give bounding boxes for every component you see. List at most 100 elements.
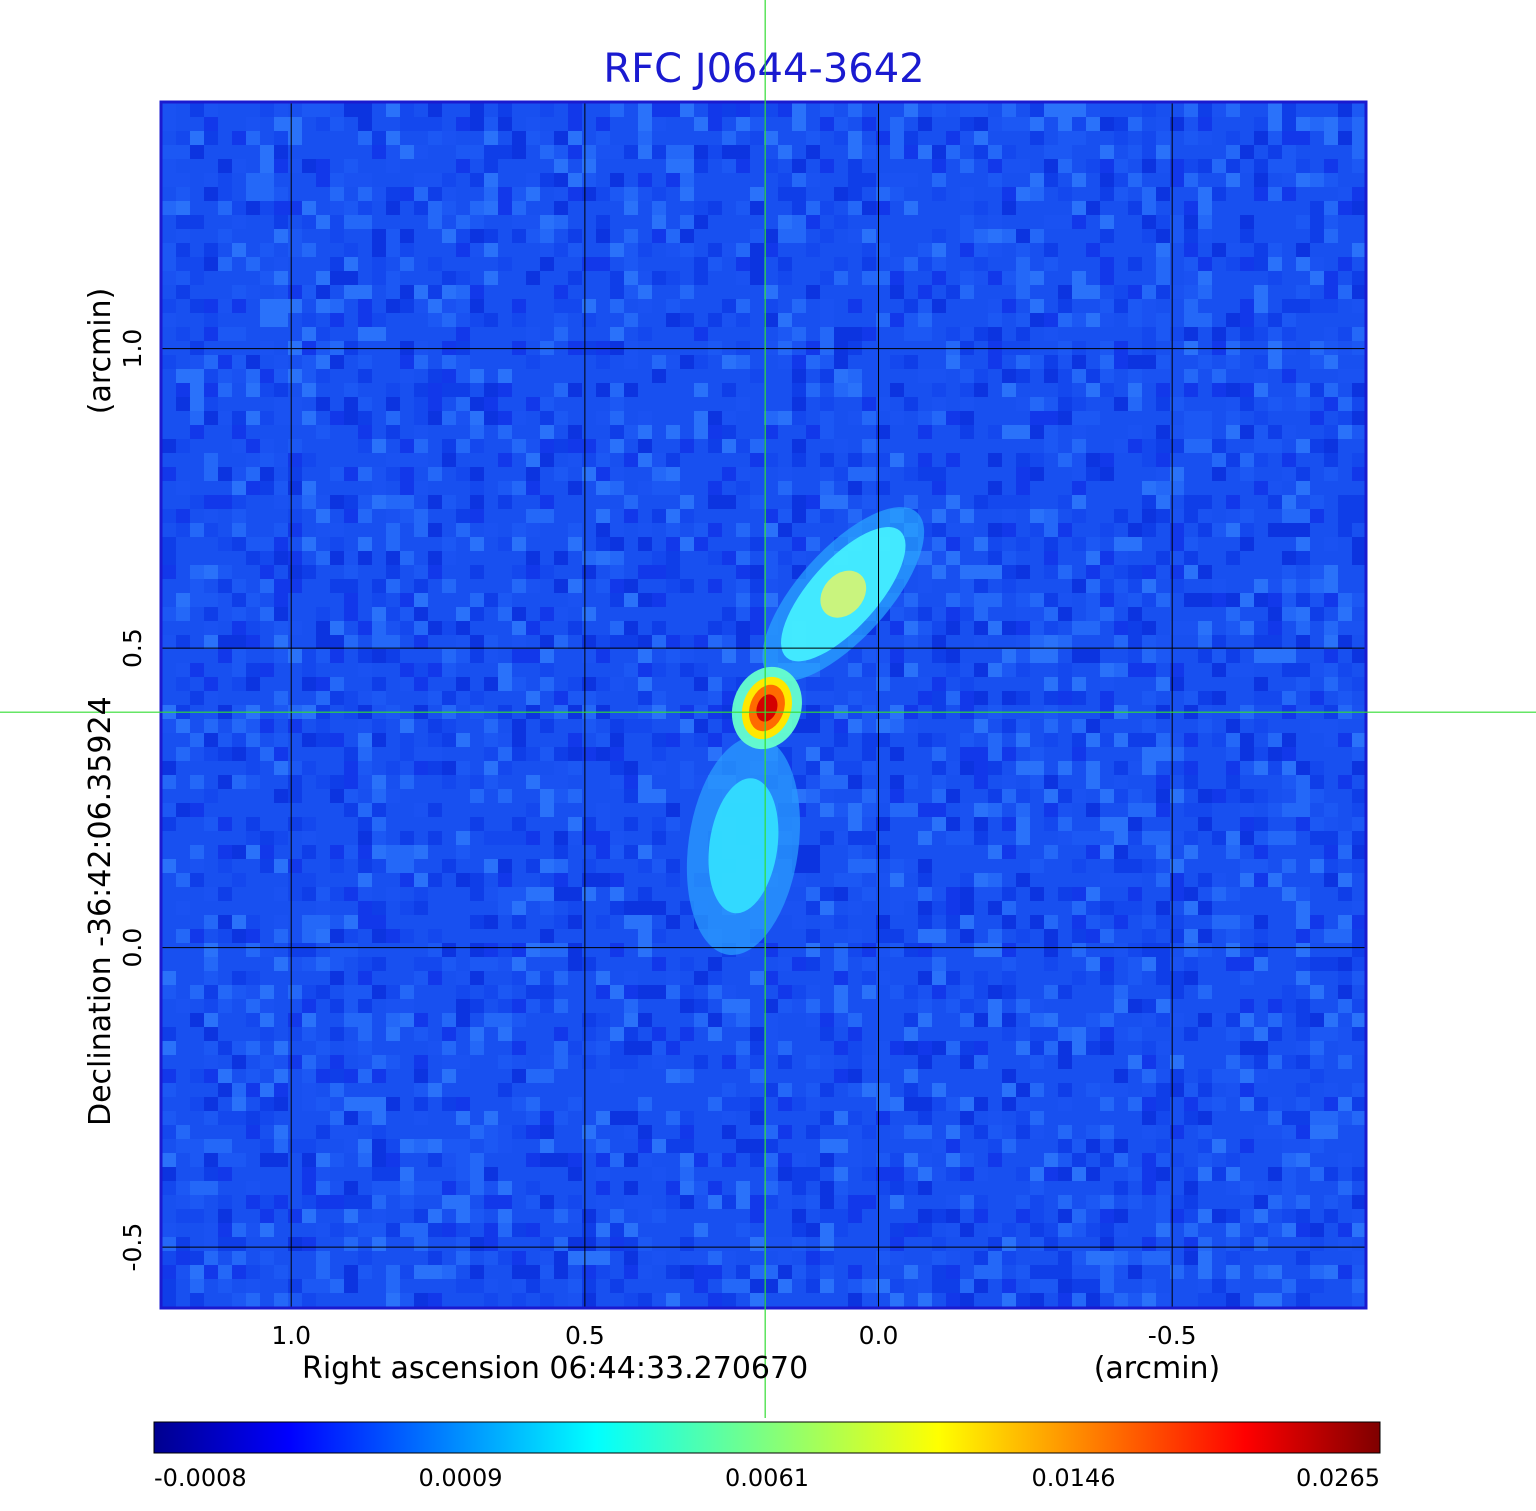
noise-cell	[1198, 215, 1212, 229]
noise-cell	[1184, 565, 1198, 579]
noise-cell	[820, 299, 834, 313]
noise-cell	[1170, 621, 1184, 635]
noise-cell	[806, 1083, 820, 1097]
noise-cell	[442, 761, 456, 775]
noise-cell	[1156, 1013, 1170, 1027]
noise-cell	[218, 635, 232, 649]
noise-cell	[890, 719, 904, 733]
noise-cell	[1198, 1139, 1212, 1153]
noise-cell	[498, 733, 512, 747]
noise-cell	[932, 1237, 946, 1251]
noise-cell	[904, 201, 918, 215]
noise-cell	[554, 761, 568, 775]
noise-cell	[1044, 635, 1058, 649]
noise-cell	[316, 1125, 330, 1139]
noise-cell	[1044, 943, 1058, 957]
noise-cell	[582, 635, 596, 649]
noise-cell	[1352, 1209, 1366, 1223]
noise-cell	[372, 1181, 386, 1195]
noise-cell	[1072, 1209, 1086, 1223]
noise-cell	[722, 1013, 736, 1027]
noise-cell	[1016, 467, 1030, 481]
noise-cell	[526, 481, 540, 495]
noise-cell	[316, 1195, 330, 1209]
noise-cell	[204, 1153, 218, 1167]
noise-cell	[1072, 649, 1086, 663]
noise-cell	[1254, 635, 1268, 649]
noise-cell	[610, 467, 624, 481]
noise-cell	[666, 1195, 680, 1209]
noise-cell	[610, 271, 624, 285]
noise-cell	[1212, 789, 1226, 803]
noise-cell	[1114, 1153, 1128, 1167]
noise-cell	[288, 579, 302, 593]
noise-cell	[428, 397, 442, 411]
noise-cell	[344, 551, 358, 565]
noise-cell	[834, 803, 848, 817]
noise-cell	[400, 481, 414, 495]
noise-cell	[624, 971, 638, 985]
noise-cell	[1016, 1265, 1030, 1279]
noise-cell	[1282, 453, 1296, 467]
noise-cell	[540, 1069, 554, 1083]
noise-cell	[792, 369, 806, 383]
noise-cell	[498, 999, 512, 1013]
noise-cell	[1142, 1069, 1156, 1083]
noise-cell	[582, 341, 596, 355]
noise-cell	[288, 131, 302, 145]
noise-cell	[218, 999, 232, 1013]
noise-cell	[302, 341, 316, 355]
noise-cell	[904, 299, 918, 313]
noise-cell	[232, 593, 246, 607]
noise-cell	[386, 635, 400, 649]
noise-cell	[1058, 411, 1072, 425]
noise-cell	[610, 173, 624, 187]
noise-cell	[624, 341, 638, 355]
noise-cell	[1338, 635, 1352, 649]
noise-cell	[358, 915, 372, 929]
noise-cell	[1254, 1041, 1268, 1055]
noise-cell	[1198, 285, 1212, 299]
noise-cell	[820, 467, 834, 481]
noise-cell	[1170, 159, 1184, 173]
noise-cell	[1184, 1251, 1198, 1265]
noise-cell	[918, 313, 932, 327]
noise-cell	[260, 1139, 274, 1153]
noise-cell	[190, 1209, 204, 1223]
noise-cell	[918, 733, 932, 747]
noise-cell	[1198, 1097, 1212, 1111]
noise-cell	[1352, 1251, 1366, 1265]
noise-cell	[750, 1069, 764, 1083]
noise-cell	[274, 1055, 288, 1069]
noise-cell	[302, 1293, 316, 1307]
noise-cell	[1324, 817, 1338, 831]
noise-cell	[512, 229, 526, 243]
noise-cell	[484, 915, 498, 929]
noise-cell	[274, 201, 288, 215]
noise-cell	[1142, 915, 1156, 929]
noise-cell	[386, 761, 400, 775]
noise-cell	[1016, 831, 1030, 845]
noise-cell	[456, 999, 470, 1013]
noise-cell	[624, 901, 638, 915]
noise-cell	[904, 103, 918, 117]
noise-cell	[820, 159, 834, 173]
noise-cell	[540, 943, 554, 957]
noise-cell	[582, 453, 596, 467]
noise-cell	[1198, 887, 1212, 901]
noise-cell	[400, 1195, 414, 1209]
noise-cell	[1170, 733, 1184, 747]
noise-cell	[806, 509, 820, 523]
noise-cell	[274, 1125, 288, 1139]
noise-cell	[400, 145, 414, 159]
noise-cell	[1016, 663, 1030, 677]
noise-cell	[918, 999, 932, 1013]
noise-cell	[1170, 117, 1184, 131]
noise-cell	[1198, 187, 1212, 201]
noise-cell	[848, 719, 862, 733]
noise-cell	[1310, 593, 1324, 607]
noise-cell	[1184, 495, 1198, 509]
noise-cell	[1226, 1251, 1240, 1265]
noise-cell	[1170, 1209, 1184, 1223]
noise-cell	[442, 943, 456, 957]
